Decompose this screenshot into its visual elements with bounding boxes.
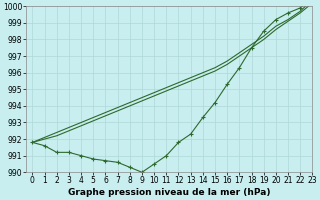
X-axis label: Graphe pression niveau de la mer (hPa): Graphe pression niveau de la mer (hPa): [68, 188, 271, 197]
